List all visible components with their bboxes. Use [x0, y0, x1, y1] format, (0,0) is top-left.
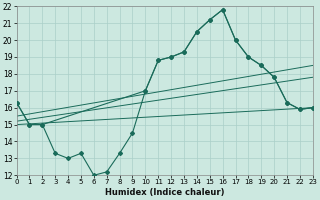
X-axis label: Humidex (Indice chaleur): Humidex (Indice chaleur) — [105, 188, 224, 197]
